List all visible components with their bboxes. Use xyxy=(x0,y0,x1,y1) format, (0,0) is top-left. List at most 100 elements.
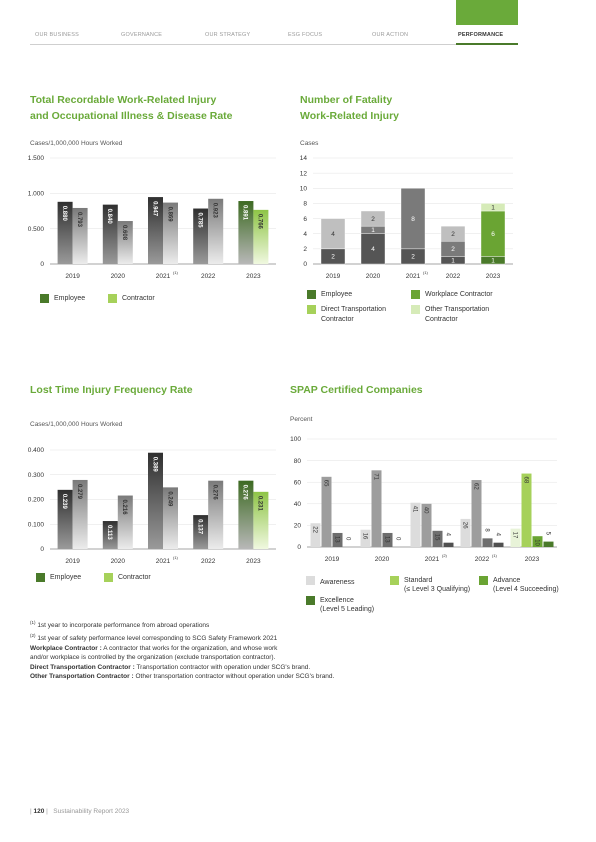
chart2-ytick-label: 4 xyxy=(303,231,307,238)
chart4-bar-awareness-2021 xyxy=(410,502,421,547)
legend-direct-transport-label: Direct Transportation Contractor xyxy=(321,306,386,323)
chart3-bar-contractor-2019 xyxy=(72,479,88,549)
chart3-bar-contractor-2020 xyxy=(117,495,133,549)
chart3-xtick-label: 2023 xyxy=(246,558,261,565)
chart3-bar-employee-2020 xyxy=(102,521,118,549)
chart1-data-label-contractor-2023: 0.766 xyxy=(257,214,263,230)
legend-other-transport-swatch xyxy=(411,305,420,314)
legend-awareness-swatch xyxy=(306,576,315,585)
chart3-title: Lost Time Injury Frequency Rate xyxy=(30,382,193,398)
chart4-bar-excellence-level-5-leading-2023 xyxy=(543,541,554,547)
chart3-data-label-contractor-2023: 0.231 xyxy=(257,496,263,512)
page-number: 120 xyxy=(33,808,45,815)
chart4-bar-advance-level-4-succeeding-2023 xyxy=(532,536,543,547)
chart4-data-label-excellence-level-5-leading-2021: 4 xyxy=(444,533,450,537)
legend-contractor-label: Contractor xyxy=(118,574,151,581)
chart2-data-label-direct-transportation-contractor-2020: 1 xyxy=(371,227,375,234)
legend-direct-transport-swatch xyxy=(307,305,316,314)
chart4-ytick-label: 60 xyxy=(294,479,302,486)
chart3-bar-contractor-2023 xyxy=(253,491,269,549)
chart4-svg: 0 20 40 60 80 100 22 65 13 0 16 71 13 0 41 40 15 4 26 62 8 4 1… xyxy=(290,436,557,563)
chart2-data-label-employee-2022: 1 xyxy=(451,258,455,265)
chart3-data-label-contractor-2021: 0.249 xyxy=(166,491,172,507)
legend-employee-swatch xyxy=(40,294,49,303)
chart3-xtick-label: 2022 xyxy=(201,558,216,565)
nav-esg-focus[interactable]: ESG FOCUS xyxy=(288,32,323,38)
text-workplace-contractor-cont: and/or workplace is controlled by the or… xyxy=(30,654,276,662)
nav-our-business[interactable]: OUR BUSINESS xyxy=(35,32,79,38)
chart4-data-label-standard-level-3-qualifying-2022: 62 xyxy=(472,483,478,490)
nav-divider xyxy=(30,44,518,45)
chart3-bar-employee-2019 xyxy=(57,489,73,549)
nav-performance[interactable]: PERFORMANCE xyxy=(458,32,504,38)
chart4-data-label-awareness-2022: 26 xyxy=(461,522,467,529)
chart2-title-line1: Number of Fatality xyxy=(300,94,393,106)
chart3-data-label-contractor-2020: 0.216 xyxy=(121,500,127,516)
nav-our-action[interactable]: OUR ACTION xyxy=(372,32,409,38)
footnote-1: (1) 1st year to incorporate performance … xyxy=(30,618,570,631)
legend-other-transport-label: Other Transportation Contractor xyxy=(425,306,490,323)
chart2-xtick-label: 2023 xyxy=(486,273,501,280)
chart2-data-label-employee-2020: 4 xyxy=(371,246,375,253)
chart3-xtick-label: 2019 xyxy=(65,558,80,565)
chart1-bar-contractor-2021 xyxy=(163,202,178,264)
chart4-data-label-standard-level-3-qualifying-2019: 65 xyxy=(322,480,328,487)
chart2-xtick-label: 2021 xyxy=(406,273,421,280)
chart1-ylabel: Cases/1,000,000 Hours Worked xyxy=(30,140,123,147)
chart2-ytick-label: 0 xyxy=(303,261,307,268)
chart1-data-label-employee-2023: 0.891 xyxy=(242,205,248,221)
nav-active-indicator xyxy=(456,0,518,25)
chart4-xtick-superscript: (1) xyxy=(492,553,498,558)
footnotes: (1) 1st year to incorporate performance … xyxy=(30,618,570,682)
footnote-2-text: 1st year of safety performance level cor… xyxy=(37,634,278,642)
nav-governance[interactable]: GOVERNANCE xyxy=(121,32,163,38)
chart1-data-label-contractor-2020: 0.608 xyxy=(121,225,127,241)
chart4-bar-standard-level-3-qualifying-2023 xyxy=(521,473,532,547)
chart3-data-label-employee-2019: 0.239 xyxy=(61,494,67,510)
chart1-data-label-contractor-2019: 0.793 xyxy=(76,212,82,228)
chart4-data-label-excellence-level-5-leading-2020: 0 xyxy=(394,537,400,541)
chart1-bar-employee-2021 xyxy=(148,197,163,264)
chart2-data-label-employee-2023: 1 xyxy=(491,258,495,265)
chart4-bar-excellence-level-5-leading-2022 xyxy=(493,542,504,547)
legend-advance-label: Advance xyxy=(493,577,521,584)
chart2-ytick-label: 6 xyxy=(303,216,307,223)
chart4-bar-awareness-2020 xyxy=(360,529,371,547)
chart1-xtick-label: 2023 xyxy=(246,273,261,280)
chart4-ytick-label: 40 xyxy=(294,501,302,508)
legend-employee-label: Employee xyxy=(54,295,86,302)
text-other-transport: Other transportation contractor without … xyxy=(135,673,335,681)
chart4-title-line1: SPAP Certified Companies xyxy=(290,384,423,396)
chart3-bar-employee-2022 xyxy=(193,515,209,549)
chart4-bar-standard-level-3-qualifying-2019 xyxy=(321,476,332,547)
chart4-bar-standard-level-3-qualifying-2020 xyxy=(371,470,382,547)
chart4-xtick-label: 2022 xyxy=(475,556,490,563)
nav-our-strategy[interactable]: OUR STRATEGY xyxy=(205,32,251,38)
legend-standard-swatch xyxy=(390,576,399,585)
chart4-legend: Awareness Standard (≤ Level 3 Qualifying… xyxy=(306,576,566,616)
definition-other-transport: Other Transportation Contractor : Other … xyxy=(30,672,570,682)
legend-excellence-swatch xyxy=(306,596,315,605)
chart3-ytick-label: 0 xyxy=(40,546,44,553)
chart1-bar-contractor-2020 xyxy=(117,221,133,264)
chart2-data-label-other-transportation-contractor-2023: 1 xyxy=(491,205,495,212)
chart4-xtick-label: 2021 xyxy=(425,556,440,563)
chart1-data-label-employee-2021: 0.947 xyxy=(151,201,157,217)
term-direct-transport: Direct Transportation Contractor : xyxy=(30,663,135,671)
chart2-data-label-other-transportation-contractor-2019: 4 xyxy=(331,231,335,238)
chart3-data-label-employee-2022: 0.137 xyxy=(197,519,203,535)
chart4-data-label-advance-level-4-succeeding-2023: 10 xyxy=(533,539,539,546)
chart2-data-label-direct-transportation-contractor-2022: 2 xyxy=(451,246,455,253)
chart2-bar-other-transportation-contractor-2023 xyxy=(480,203,506,212)
chart3-xtick-superscript: (1) xyxy=(173,555,179,560)
chart4-bar-advance-level-4-succeeding-2022 xyxy=(482,538,493,547)
definition-direct-transport: Direct Transportation Contractor : Trans… xyxy=(30,663,570,673)
chart4-data-label-standard-level-3-qualifying-2023: 68 xyxy=(522,477,528,484)
chart3-svg: 0 0.100 0.200 0.300 0.400 0.239 0.279 0.113 0.21… xyxy=(28,447,276,565)
chart4-ytick-label: 100 xyxy=(290,436,301,443)
chart4-ytick-label: 20 xyxy=(294,523,302,530)
chart1-bar-employee-2023 xyxy=(238,201,254,264)
legend-advance-sublabel: (Level 4 Succeeding) xyxy=(493,586,559,593)
footnote-2: (2) 1st year of safety performance level… xyxy=(30,631,570,644)
chart4-data-label-advance-level-4-succeeding-2020: 13 xyxy=(383,536,389,543)
